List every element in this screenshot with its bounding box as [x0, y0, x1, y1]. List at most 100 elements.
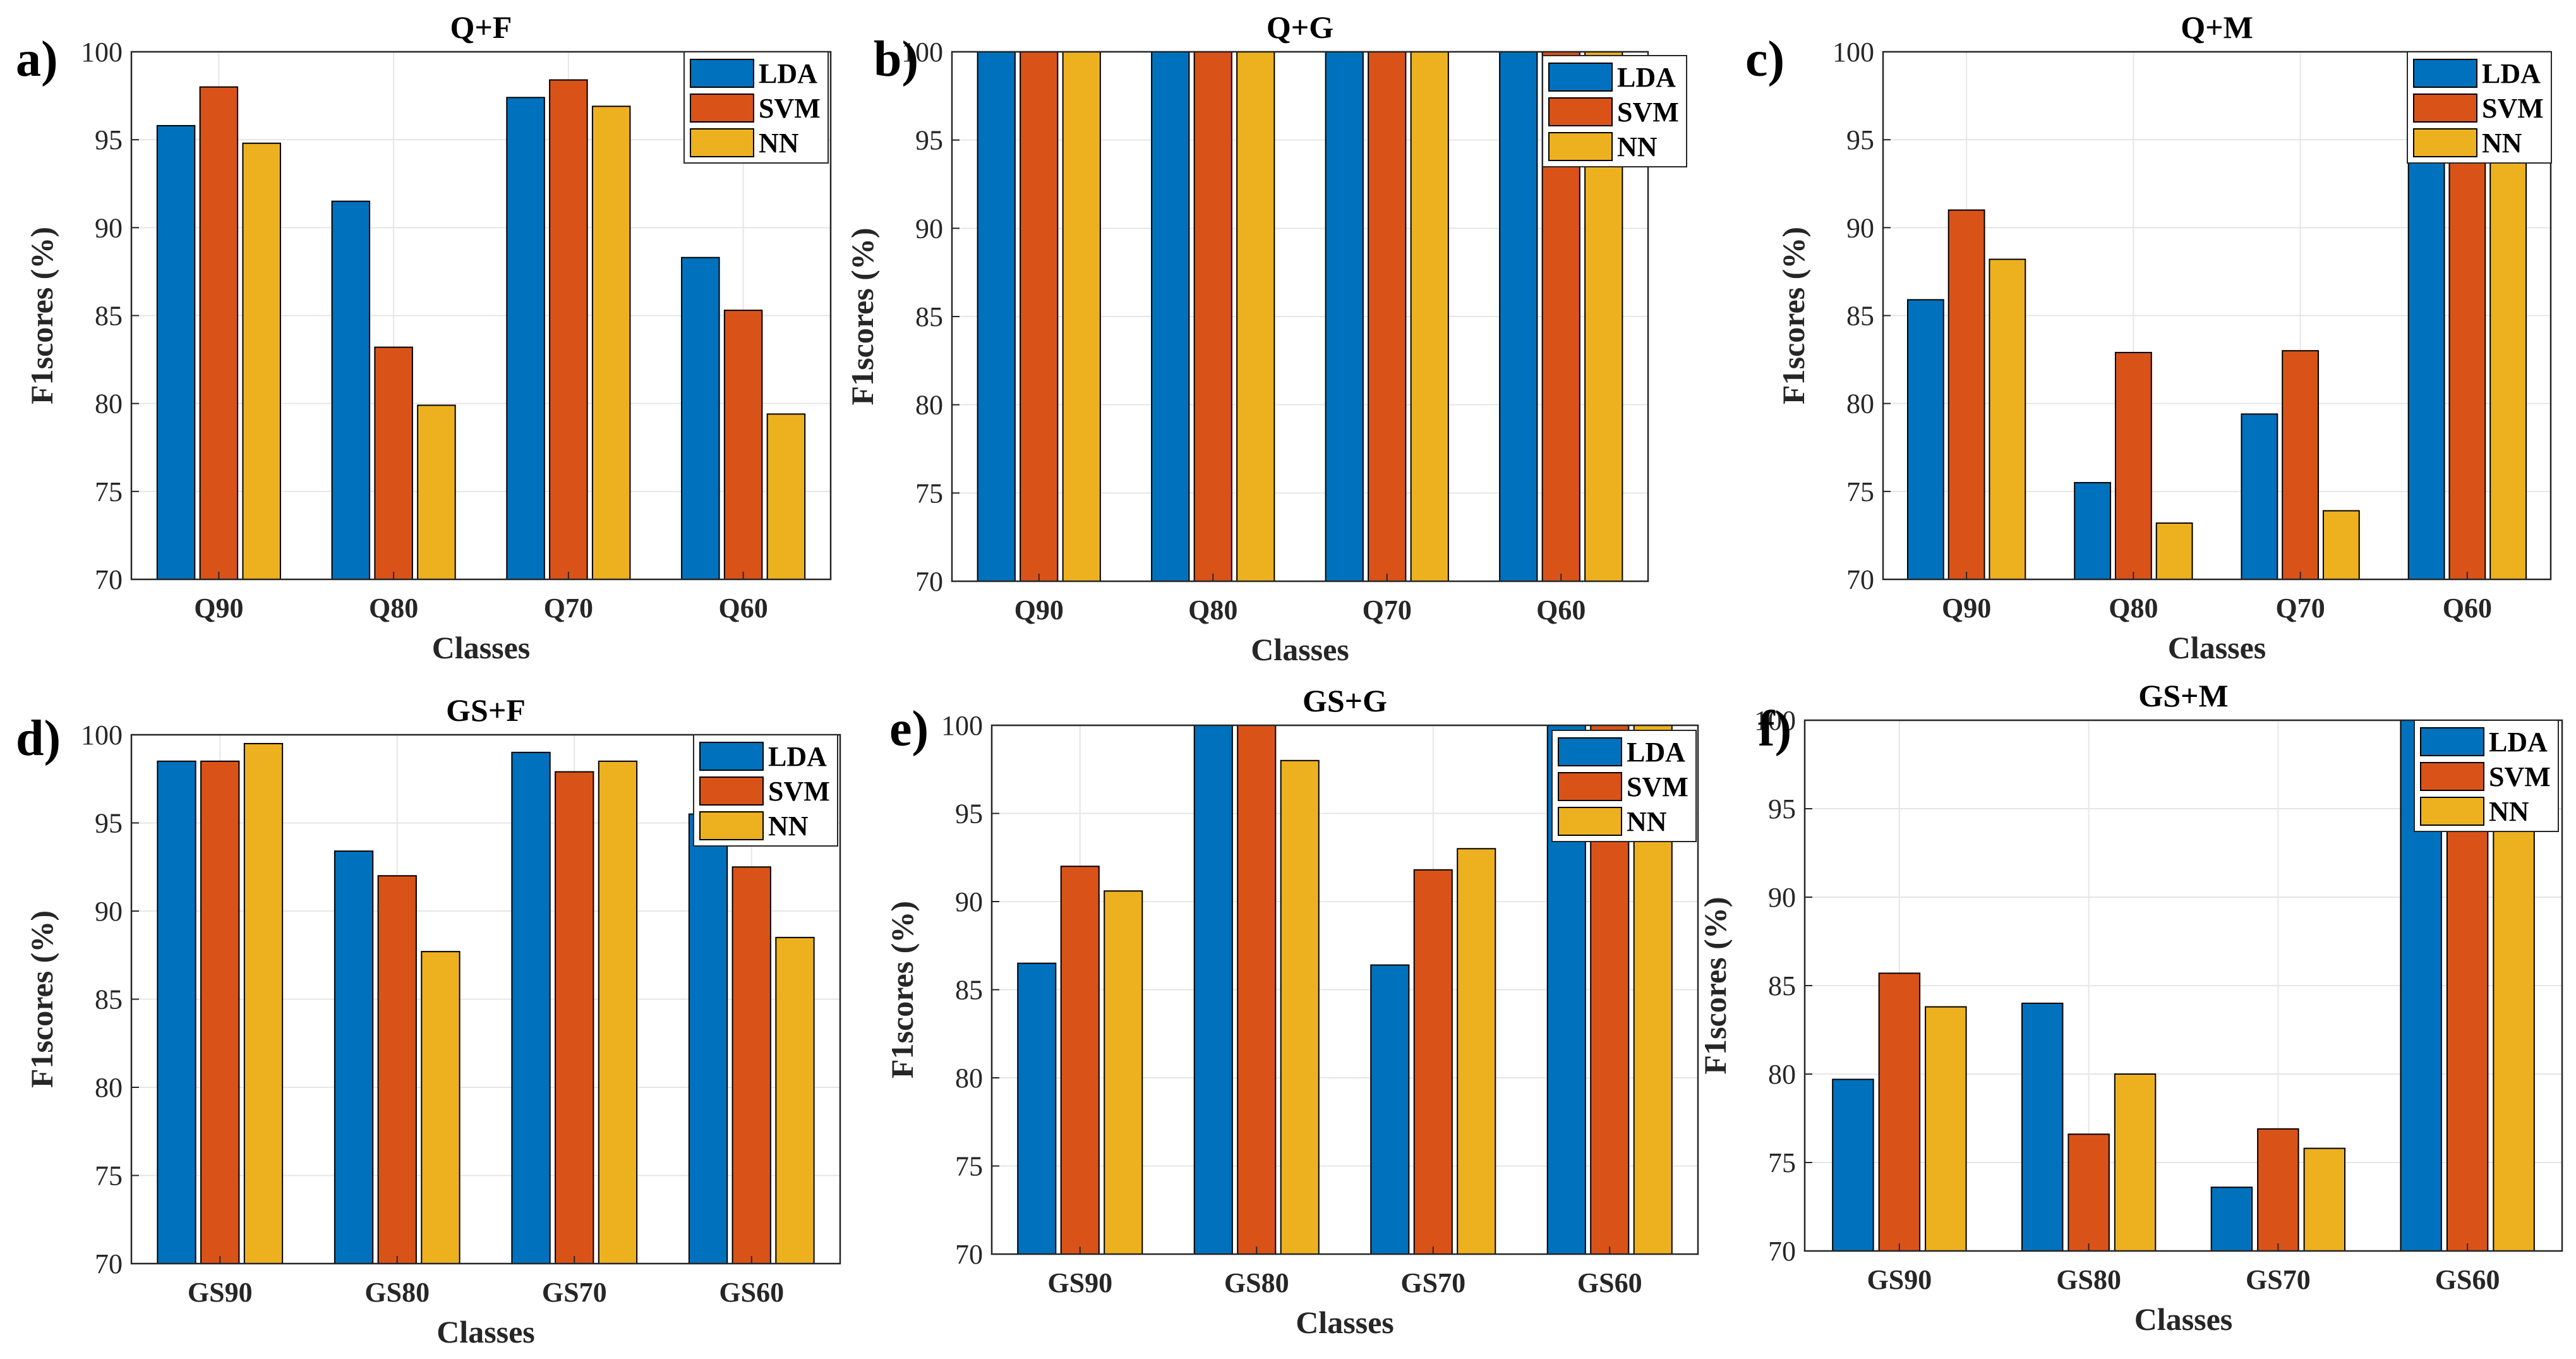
legend-swatch-nn — [2420, 797, 2484, 826]
y-tick-label: 85 — [1846, 301, 1874, 332]
y-axis-label: F1scores (%) — [1697, 897, 1733, 1075]
legend-label-lda: LDA — [1617, 62, 1676, 93]
bar-lda-gs70 — [1370, 964, 1410, 1255]
bar-svm-gs90 — [1060, 866, 1100, 1255]
bar-nn-gs80 — [2114, 1073, 2157, 1252]
chart-title: GS+G — [1303, 683, 1387, 718]
y-tick-label: 75 — [95, 476, 123, 507]
legend-label-nn: NN — [759, 128, 799, 159]
bar-lda-gs70 — [2210, 1187, 2253, 1252]
bar-svm-gs80 — [1237, 725, 1277, 1255]
bar-lda-q80 — [331, 200, 371, 581]
bar-svm-q80 — [374, 346, 413, 580]
legend-swatch-nn — [2413, 128, 2477, 157]
x-axis-label: Classes — [2168, 630, 2266, 665]
chart-title: Q+F — [450, 9, 512, 45]
bar-lda-q80 — [2074, 481, 2112, 581]
bar-lda-gs90 — [1017, 962, 1057, 1255]
y-tick-label: 70 — [1846, 564, 1874, 595]
bar-nn-q90 — [242, 142, 281, 580]
x-tick-label: GS80 — [1224, 1267, 1289, 1298]
bar-nn-gs90 — [243, 742, 284, 1264]
panel-label: e) — [889, 701, 929, 757]
y-tick-label: 70 — [1768, 1236, 1796, 1267]
x-tick-label: Q60 — [2443, 593, 2492, 624]
x-tick-label: Q70 — [1363, 595, 1412, 625]
y-tick-label: 100 — [901, 37, 943, 68]
chart-title: GS+F — [446, 692, 526, 728]
legend-label-svm: SVM — [1617, 97, 1679, 128]
legend-label-svm: SVM — [2489, 761, 2551, 792]
y-tick-label: 85 — [955, 975, 983, 1006]
y-tick-label: 80 — [915, 390, 943, 421]
legend-label-svm: SVM — [759, 93, 821, 124]
y-tick-label: 80 — [1846, 389, 1874, 420]
y-tick-label: 75 — [1768, 1147, 1796, 1178]
x-tick-label: GS90 — [1047, 1267, 1112, 1298]
y-tick-label: 75 — [915, 478, 943, 509]
bar-nn-q60 — [766, 413, 806, 580]
y-tick-label: 95 — [95, 124, 123, 155]
y-tick-label: 95 — [95, 808, 123, 839]
legend-swatch-lda — [1558, 737, 1622, 766]
legend-swatch-lda — [699, 742, 764, 771]
legend-label-nn: NN — [768, 811, 809, 842]
y-tick-label: 70 — [955, 1239, 983, 1270]
y-axis-label: F1scores (%) — [24, 227, 59, 404]
bar-lda-q90 — [977, 51, 1016, 582]
x-tick-label: GS60 — [1577, 1267, 1642, 1298]
y-tick-label: 80 — [95, 389, 123, 420]
x-tick-label: GS80 — [364, 1277, 430, 1308]
bar-svm-q80 — [1193, 51, 1232, 582]
y-tick-label: 90 — [915, 213, 943, 244]
legend-label-lda: LDA — [2482, 58, 2541, 89]
bar-nn-gs90 — [1104, 890, 1143, 1255]
y-tick-label: 80 — [1768, 1059, 1796, 1090]
y-axis-label: F1scores (%) — [845, 228, 880, 406]
x-tick-label: Q80 — [369, 593, 418, 624]
legend-swatch-svm — [2420, 762, 2484, 791]
chart-title: Q+G — [1267, 9, 1333, 45]
legend-swatch-lda — [690, 59, 754, 88]
y-tick-label: 95 — [915, 125, 943, 156]
y-tick-label: 70 — [95, 564, 123, 595]
y-tick-label: 70 — [95, 1248, 123, 1279]
x-axis-label: Classes — [1296, 1305, 1394, 1340]
bar-svm-gs80 — [377, 875, 417, 1264]
y-tick-label: 100 — [81, 37, 123, 68]
bar-svm-gs70 — [1413, 869, 1453, 1255]
y-tick-label: 95 — [1846, 124, 1874, 155]
x-tick-label: GS70 — [1400, 1267, 1466, 1298]
x-tick-label: Q60 — [719, 593, 768, 624]
x-axis-label: Classes — [432, 630, 531, 665]
bar-svm-gs90 — [1878, 972, 1921, 1252]
bar-svm-q70 — [549, 79, 588, 581]
bar-lda-gs60 — [688, 813, 728, 1265]
y-tick-label: 80 — [95, 1072, 123, 1103]
bar-nn-q80 — [2155, 522, 2193, 581]
bar-lda-gs80 — [334, 850, 374, 1264]
bar-nn-gs80 — [1280, 759, 1320, 1255]
bar-lda-q80 — [1151, 51, 1190, 582]
chart-panel-5: 70 75 80 85 90 95 100 GS90 GS80 GS70 GS60 Classes F1… — [884, 683, 1699, 1340]
bar-svm-q60 — [723, 310, 763, 580]
y-tick-label: 90 — [95, 896, 123, 927]
x-tick-label: GS60 — [2435, 1264, 2500, 1295]
y-tick-label: 100 — [941, 710, 983, 741]
x-tick-label: GS60 — [719, 1277, 784, 1308]
bar-svm-gs70 — [2257, 1128, 2299, 1252]
legend-label-svm: SVM — [2482, 93, 2544, 124]
panel-label: f) — [1758, 701, 1791, 757]
legend-label-nn: NN — [2482, 128, 2522, 159]
y-tick-label: 90 — [1846, 212, 1874, 243]
y-axis-label: F1scores (%) — [24, 910, 59, 1088]
bar-nn-gs90 — [1925, 1006, 1967, 1252]
y-tick-label: 75 — [955, 1151, 983, 1182]
x-axis-label: Classes — [436, 1314, 535, 1350]
y-tick-label: 95 — [1768, 794, 1796, 824]
x-tick-label: Q90 — [1942, 593, 1991, 624]
y-tick-label: 85 — [95, 984, 123, 1015]
bar-svm-gs80 — [2067, 1133, 2110, 1252]
y-tick-label: 80 — [955, 1063, 983, 1094]
